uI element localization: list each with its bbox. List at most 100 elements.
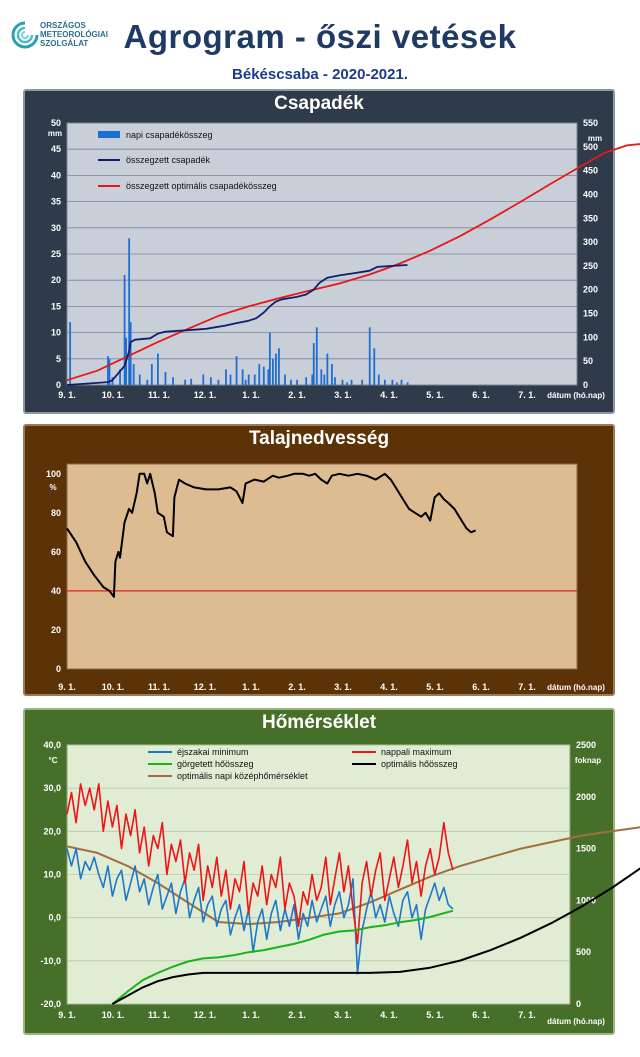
precip-daily-bar [334, 377, 336, 385]
precip-daily-bar [361, 379, 364, 385]
precip-daily-bar [377, 374, 380, 385]
temp-y-label-left: °C [49, 756, 58, 765]
precip-x-tick: 1. 1. [242, 390, 260, 400]
precip-daily-bar [235, 356, 238, 385]
temp-y-tick-left: -10,0 [40, 956, 61, 966]
precip-y-tick-left: 0 [56, 380, 61, 390]
precip-daily-bar [164, 371, 167, 385]
temp-y-tick-left: 20,0 [43, 826, 61, 836]
temp-optimal-mean-line [66, 826, 640, 926]
precip-x-tick: 10. 1. [102, 390, 125, 400]
precip-daily-bar [406, 382, 409, 385]
precip-y-tick-right: 300 [583, 237, 598, 247]
precip-x-tick: 3. 1. [334, 390, 352, 400]
precip-daily-bar [244, 379, 247, 385]
soil-y-label: % [49, 483, 56, 492]
precip-daily-bar [268, 332, 271, 385]
omsz-logo: ORSZÁGOS METEOROLÓGIAI SZOLGÁLAT [8, 18, 138, 58]
temp-y-tick-left: 0,0 [48, 913, 61, 923]
temp-x-tick: 9. 1. [58, 1010, 76, 1020]
logo-line-3: SZOLGÁLAT [40, 39, 89, 48]
precip-daily-bar [346, 382, 348, 385]
precip-daily-bar [190, 378, 193, 385]
temp-x-tick: 11. 1. [148, 1010, 170, 1020]
precip-legend-cum: összegzett csapadék [126, 155, 211, 165]
precip-x-tick: 6. 1. [472, 390, 490, 400]
precip-daily-bar [150, 364, 153, 385]
precip-legend-bar: napi csapadékösszeg [126, 130, 213, 140]
precip-daily-bar [323, 374, 326, 385]
precip-x-tick: 11. 1. [148, 390, 170, 400]
precip-daily-bar [253, 374, 256, 385]
logo-line-2: METEOROLÓGIAI [40, 30, 108, 39]
precip-x-axis-label: dátum (hó.nap) [547, 391, 605, 400]
precip-daily-bar [320, 369, 323, 385]
precip-daily-bar [217, 379, 220, 385]
temp-legend-entry: nappali maximum [381, 747, 452, 757]
precip-y-label-left: mm [48, 129, 62, 138]
precip-y-tick-left: 10 [51, 328, 61, 338]
temp-x-tick: 7. 1. [518, 1010, 536, 1020]
precip-y-tick-left: 20 [51, 275, 61, 285]
precip-y-tick-left: 5 [56, 354, 61, 364]
temp-x-tick: 6. 1. [472, 1010, 490, 1020]
precip-daily-bar [400, 379, 403, 385]
precip-daily-bar [225, 369, 227, 385]
precip-daily-bar [128, 238, 131, 385]
precip-daily-bar [275, 353, 277, 385]
precip-daily-bar [69, 322, 72, 385]
precip-daily-bar [119, 369, 121, 385]
precip-y-tick-right: 50 [583, 356, 593, 366]
precip-daily-bar [172, 377, 174, 385]
precip-daily-bar [396, 382, 398, 385]
temp-legend-entry: görgetett hőösszeg [177, 759, 254, 769]
temp-x-tick: 1. 1. [242, 1010, 260, 1020]
soil-y-tick: 60 [51, 547, 61, 557]
temp-y-tick-left: 40,0 [43, 740, 61, 750]
soil-x-tick: 6. 1. [472, 682, 490, 692]
precip-y-tick-right: 350 [583, 213, 598, 223]
precip-x-tick: 12. 1. [194, 390, 217, 400]
temp-y-tick-left: 10,0 [43, 870, 61, 880]
temp-y-tick-left: -20,0 [40, 999, 61, 1009]
page-subtitle: Békéscsaba - 2020-2021. [232, 66, 408, 83]
temp-legend-entry: optimális hőösszeg [381, 759, 458, 769]
temp-x-tick: 2. 1. [288, 1010, 306, 1020]
precip-daily-bar [107, 356, 109, 385]
soil-y-tick: 20 [51, 625, 61, 635]
precip-daily-bar [368, 327, 371, 385]
temp-y-tick-right: 0 [576, 999, 581, 1009]
precip-y-tick-left: 40 [51, 170, 61, 180]
temp-x-tick: 5. 1. [426, 1010, 444, 1020]
soil-x-tick: 4. 1. [380, 682, 398, 692]
precip-daily-bar [108, 358, 111, 385]
precip-y-tick-right: 0 [583, 380, 588, 390]
temp-y-tick-right: 1000 [576, 895, 596, 905]
precip-daily-bar [267, 369, 270, 385]
precip-y-tick-right: 400 [583, 189, 598, 199]
temp-x-tick: 12. 1. [194, 1010, 217, 1020]
precip-y-tick-right: 500 [583, 142, 598, 152]
precip-daily-bar [341, 379, 344, 385]
precip-x-tick: 5. 1. [426, 390, 444, 400]
temp-max-line [66, 783, 454, 945]
precip-x-tick: 7. 1. [518, 390, 536, 400]
precip-daily-bar [326, 353, 329, 385]
precip-daily-bar [350, 379, 353, 385]
precip-daily-bar [373, 348, 376, 385]
soil-x-tick: 3. 1. [334, 682, 352, 692]
precip-daily-bar [247, 374, 250, 385]
soil-x-tick: 12. 1. [194, 682, 217, 692]
soil-moisture-title: Talajnedvesség [248, 428, 390, 449]
soil-plot-area [66, 463, 578, 670]
precip-daily-bar [156, 353, 159, 385]
precip-cumulative-line [66, 264, 408, 386]
precip-daily-bar [271, 358, 274, 385]
precip-legend-swatch-bar [98, 131, 120, 138]
precip-daily-bar [146, 379, 149, 385]
precip-y-tick-left: 25 [51, 249, 61, 259]
precip-y-tick-right: 250 [583, 261, 598, 271]
precip-daily-bar [241, 369, 244, 385]
temp-legend-entry: optimális napi középhőmérséklet [177, 771, 308, 781]
